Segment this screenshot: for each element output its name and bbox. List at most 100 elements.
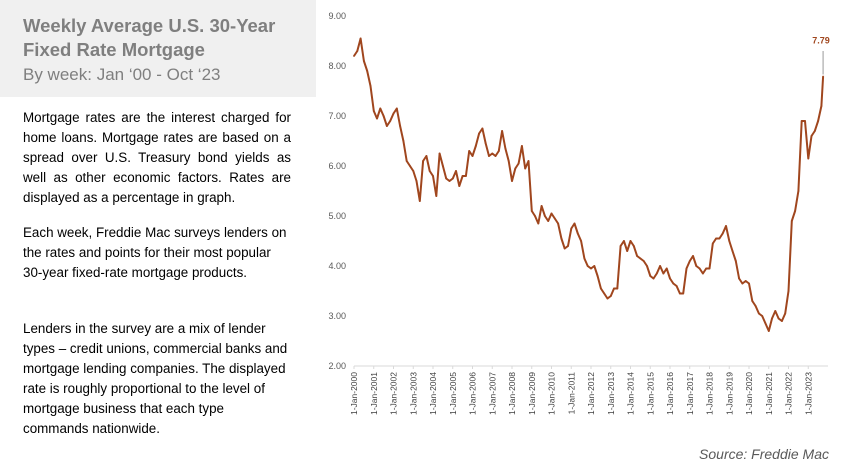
chart-container: 2.00 3.00 4.00 5.00 6.00 7.00 8.00 9.00 1-Jan-20…	[316, 0, 843, 426]
data-point	[639, 257, 642, 260]
data-point	[428, 170, 431, 172]
source-note: Source: Freddie Mac	[699, 446, 829, 462]
data-point	[741, 282, 744, 285]
data-point	[478, 132, 480, 135]
x-tick-label: 1-Jan-2016	[665, 372, 675, 415]
data-point	[583, 257, 586, 260]
data-point	[399, 125, 401, 127]
data-point	[652, 277, 655, 280]
data-point	[425, 155, 428, 157]
x-tick-label: 1-Jan-2011	[566, 372, 576, 415]
x-tick-label: 1-Jan-2006	[468, 372, 478, 415]
data-point	[356, 50, 359, 52]
data-point	[372, 110, 375, 112]
title-panel: Weekly Average U.S. 30-Year Fixed Rate M…	[0, 0, 316, 97]
data-point	[787, 290, 790, 292]
data-point	[418, 200, 421, 202]
data-point	[458, 185, 461, 187]
data-point	[810, 135, 813, 137]
data-point	[544, 215, 546, 217]
data-point	[679, 292, 681, 295]
data-point	[613, 287, 615, 290]
data-point	[593, 265, 596, 267]
data-point	[402, 140, 405, 142]
paragraph-lender-mix: Lenders in the survey are a mix of lende…	[23, 321, 288, 436]
x-tick-label: 1-Jan-2009	[527, 372, 537, 415]
paragraph-mortgage-rates: Mortgage rates are the interest charged …	[23, 110, 291, 205]
data-point	[461, 175, 464, 177]
data-point	[376, 117, 378, 120]
data-point	[820, 105, 823, 107]
mortgage-rate-line	[353, 37, 825, 332]
data-point	[511, 180, 513, 182]
data-point	[702, 272, 704, 275]
x-tick-label: 1-Jan-2013	[606, 372, 616, 415]
data-point	[797, 190, 800, 192]
data-point	[353, 55, 355, 57]
data-point	[563, 247, 566, 250]
data-point	[675, 285, 678, 287]
data-point	[692, 255, 694, 257]
data-point	[363, 60, 365, 62]
data-point	[738, 277, 740, 280]
x-tick-label: 1-Jan-2021	[764, 372, 774, 415]
data-point	[718, 237, 721, 240]
page-subtitle: By week: Jan ‘00 - Oct ‘23	[23, 65, 221, 84]
y-tick-label: 6.00	[328, 161, 346, 171]
x-tick-label: 1-Jan-2012	[586, 372, 596, 415]
y-tick-label: 9.00	[328, 11, 346, 21]
data-point	[771, 317, 773, 320]
data-point	[646, 265, 648, 267]
data-point	[609, 295, 612, 297]
data-point	[553, 217, 556, 220]
data-point	[728, 240, 731, 242]
data-point	[415, 180, 418, 182]
last-value-label: 7.79	[812, 36, 830, 46]
x-tick-label: 1-Jan-2010	[547, 372, 557, 415]
data-point	[804, 120, 806, 122]
data-point	[540, 205, 543, 207]
data-point	[590, 267, 592, 270]
data-point	[655, 272, 658, 275]
data-point	[774, 310, 777, 312]
data-point	[422, 160, 424, 162]
data-point	[642, 260, 645, 262]
data-point	[527, 160, 530, 162]
data-point	[438, 152, 441, 155]
data-point	[822, 75, 824, 78]
data-point	[379, 107, 382, 110]
data-point	[600, 287, 602, 290]
data-point	[734, 260, 737, 262]
data-point	[488, 155, 490, 157]
x-tick-label: 1-Jan-2020	[744, 372, 754, 415]
data-point	[705, 267, 708, 270]
data-point	[524, 167, 527, 170]
data-point	[695, 265, 698, 267]
data-point	[580, 240, 582, 242]
data-point	[386, 125, 388, 127]
x-tick-label: 1-Jan-2018	[705, 372, 715, 415]
x-tick-label: 1-Jan-2003	[408, 372, 418, 415]
data-point	[471, 155, 474, 157]
x-tick-label: 1-Jan-2017	[685, 372, 695, 415]
data-point	[817, 120, 819, 122]
data-point	[474, 145, 477, 147]
y-tick-label: 3.00	[328, 311, 346, 321]
x-tick-label: 1-Jan-2000	[349, 372, 359, 415]
data-point	[669, 277, 671, 280]
x-tick-label: 1-Jan-2015	[645, 372, 655, 415]
x-tick-label: 1-Jan-2005	[448, 372, 458, 415]
data-point	[606, 297, 609, 300]
x-tick-label: 1-Jan-2019	[724, 372, 734, 415]
data-point	[731, 250, 734, 252]
data-point	[662, 272, 665, 275]
data-point	[392, 112, 395, 115]
data-point	[632, 245, 635, 247]
x-tick-label: 1-Jan-2008	[507, 372, 517, 415]
data-point	[435, 195, 438, 197]
mortgage-rate-chart: 2.00 3.00 4.00 5.00 6.00 7.00 8.00 9.00 1-Jan-20…	[328, 11, 830, 415]
data-point	[711, 242, 714, 245]
data-point	[550, 212, 553, 215]
data-point	[389, 120, 392, 122]
data-point	[659, 265, 661, 267]
